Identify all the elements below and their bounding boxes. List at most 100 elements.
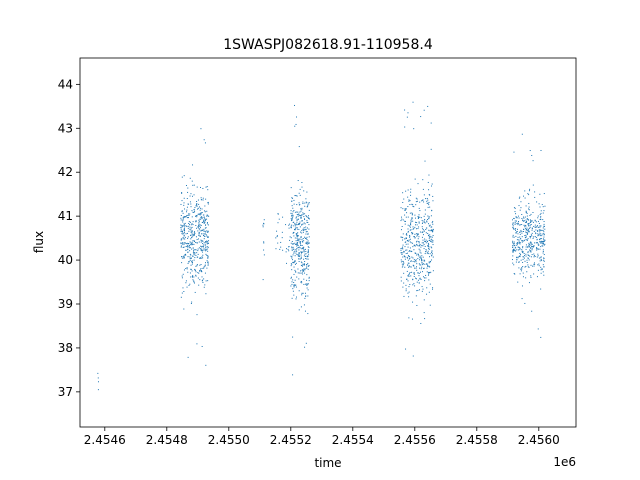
data-point [427, 181, 429, 183]
data-point [294, 260, 296, 262]
data-point [432, 241, 434, 243]
data-point [432, 200, 434, 202]
data-point [520, 201, 522, 203]
data-point [183, 257, 185, 259]
data-point [537, 253, 539, 255]
data-point [277, 242, 279, 244]
data-point [529, 251, 531, 253]
data-point [192, 262, 194, 264]
data-point [204, 233, 206, 235]
data-point [519, 248, 521, 250]
data-point [296, 253, 298, 255]
data-point [302, 201, 304, 203]
data-point [183, 197, 185, 199]
data-point [426, 267, 428, 269]
data-point [304, 272, 306, 274]
data-point [408, 266, 410, 268]
data-point [418, 272, 420, 274]
data-point [400, 280, 402, 282]
data-point [428, 291, 430, 293]
data-point [401, 253, 403, 255]
data-point [290, 210, 292, 212]
data-point [407, 224, 409, 226]
data-point [185, 243, 187, 245]
data-point [410, 229, 412, 231]
data-point [297, 244, 299, 246]
data-point [543, 259, 545, 261]
data-point [97, 372, 99, 374]
data-point [519, 247, 521, 249]
data-point [527, 232, 529, 234]
data-point [405, 253, 407, 255]
data-point [207, 250, 209, 252]
data-point [195, 242, 197, 244]
data-point [539, 231, 541, 233]
data-point [205, 250, 207, 252]
data-point [420, 258, 422, 260]
data-point [296, 243, 298, 245]
data-point [190, 303, 192, 305]
data-point [189, 241, 191, 243]
data-point [292, 288, 294, 290]
data-point [531, 235, 533, 237]
data-point [183, 231, 185, 233]
data-point [416, 290, 418, 292]
data-point [203, 220, 205, 222]
data-point [306, 231, 308, 232]
data-point [421, 242, 423, 244]
data-point [540, 336, 542, 338]
data-point [308, 242, 310, 244]
data-point [525, 210, 527, 212]
data-point [521, 268, 523, 270]
data-point [308, 203, 310, 205]
data-point [291, 281, 293, 283]
data-point [527, 266, 529, 268]
data-point [542, 264, 544, 266]
data-point [412, 284, 414, 286]
data-point [207, 257, 209, 259]
data-point [411, 218, 413, 220]
data-point [204, 216, 205, 218]
data-point [514, 246, 516, 248]
data-point [290, 242, 292, 244]
data-point [535, 242, 537, 244]
data-point [187, 271, 189, 273]
data-point [543, 221, 545, 223]
data-point [97, 381, 99, 383]
data-point [308, 209, 310, 211]
data-point [186, 217, 188, 219]
data-point [181, 226, 183, 228]
data-point [417, 258, 419, 260]
data-point [294, 223, 296, 225]
data-point [190, 229, 192, 231]
data-point [293, 294, 295, 296]
data-point [197, 277, 199, 279]
data-point [290, 225, 292, 227]
data-point [516, 259, 518, 261]
data-point [408, 199, 410, 201]
x-tick-label: 2.4560 [518, 433, 560, 447]
data-point [184, 254, 186, 256]
data-point [423, 194, 425, 196]
data-point [184, 254, 186, 256]
data-point [414, 178, 416, 180]
data-point [522, 258, 524, 260]
y-axis-label: flux [32, 231, 46, 253]
data-point [536, 247, 538, 249]
y-tick-label: 39 [58, 297, 73, 311]
data-point [194, 269, 196, 271]
data-point [206, 248, 208, 250]
data-point [189, 224, 190, 226]
data-point [517, 281, 519, 283]
data-point [294, 237, 296, 239]
data-point [292, 246, 294, 248]
data-point [533, 225, 535, 227]
data-point [515, 213, 517, 215]
data-point [191, 241, 193, 243]
data-point [207, 261, 209, 263]
data-point [432, 229, 434, 231]
data-point [291, 297, 293, 299]
data-point [193, 243, 195, 245]
data-point [188, 245, 190, 247]
data-point [404, 246, 406, 248]
